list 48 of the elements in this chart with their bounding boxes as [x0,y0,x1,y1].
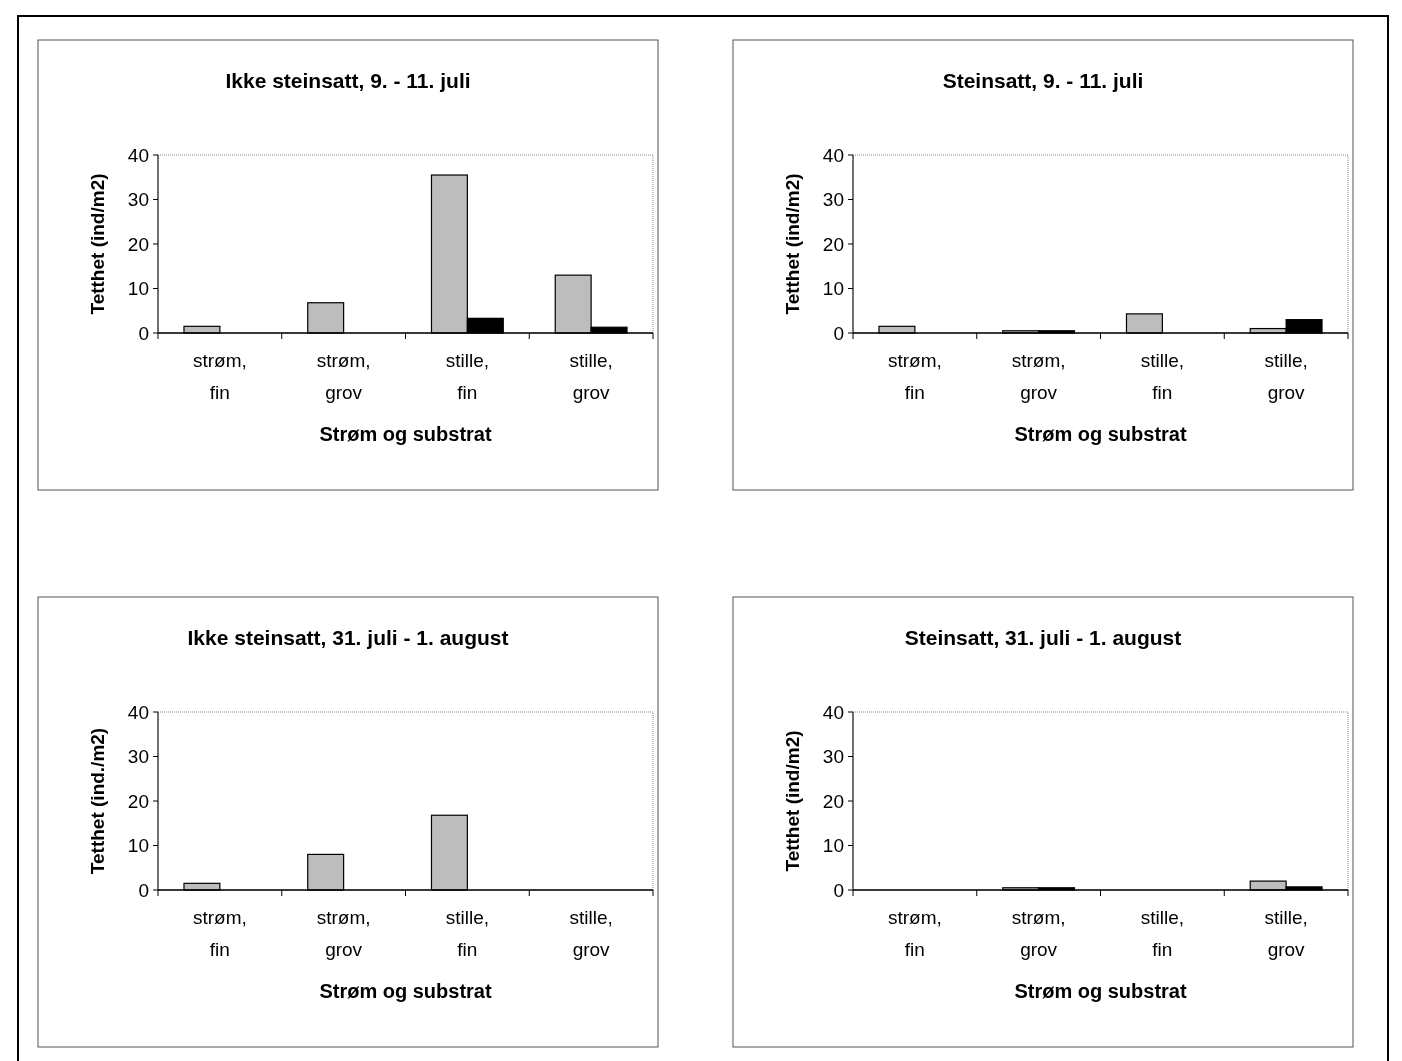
y-tick-label: 30 [127,189,149,211]
x-tick-label: stille, fin [1140,907,1185,960]
x-tick-label: strøm, grov [1011,907,1066,960]
y-tick-label: 40 [127,701,149,723]
y-axis-title: Tetthet (ind/m2) [782,730,803,872]
y-axis-title: Tetthet (ind/m2) [87,173,108,315]
x-axis-title: Strøm og substrat [319,980,492,1002]
x-tick-label: strøm, fin [887,350,942,403]
x-tick-label: strøm, fin [887,907,942,960]
y-tick-label: 40 [127,144,149,166]
y-tick-label: 10 [822,835,844,857]
x-axis-title: Strøm og substrat [319,423,492,445]
x-tick-label: strøm, fin [192,350,247,403]
x-tick-label: strøm, grov [316,350,371,403]
y-tick-label: 0 [833,879,844,901]
x-tick-label: stille, fin [445,907,490,960]
x-tick-label: stille, grov [569,350,613,403]
chart-title: Steinsatt, 31. juli - 1. august [904,626,1182,649]
y-tick-label: 20 [822,790,844,812]
y-axis-title: Tetthet (ind/m2) [782,173,803,315]
x-tick-label: stille, fin [445,350,490,403]
y-tick-label: 30 [822,746,844,768]
y-tick-label: 40 [822,144,844,166]
y-tick-label: 0 [833,322,844,344]
y-tick-label: 10 [127,278,149,300]
chart-title: Ikke steinsatt, 31. juli - 1. august [187,626,509,649]
y-tick-label: 0 [138,879,149,901]
x-tick-label: strøm, grov [1011,350,1066,403]
y-tick-label: 30 [822,189,844,211]
x-tick-label: stille, grov [569,907,613,960]
x-axis-title: Strøm og substrat [1014,423,1187,445]
x-tick-label: stille, grov [1264,350,1308,403]
y-tick-label: 40 [822,701,844,723]
x-axis-title: Strøm og substrat [1014,980,1187,1002]
y-tick-label: 0 [138,322,149,344]
chart-title: Ikke steinsatt, 9. - 11. juli [225,69,471,92]
chart-title: Steinsatt, 9. - 11. juli [942,69,1144,92]
y-tick-label: 20 [127,790,149,812]
x-tick-label: stille, grov [1264,907,1308,960]
y-tick-label: 20 [822,233,844,255]
y-tick-label: 10 [127,835,149,857]
y-tick-label: 20 [127,233,149,255]
y-tick-label: 30 [127,746,149,768]
x-tick-label: strøm, grov [316,907,371,960]
y-tick-label: 10 [822,278,844,300]
y-axis-title: Tetthet (ind./m2) [87,727,108,875]
x-tick-label: stille, fin [1140,350,1185,403]
x-tick-label: strøm, fin [192,907,247,960]
